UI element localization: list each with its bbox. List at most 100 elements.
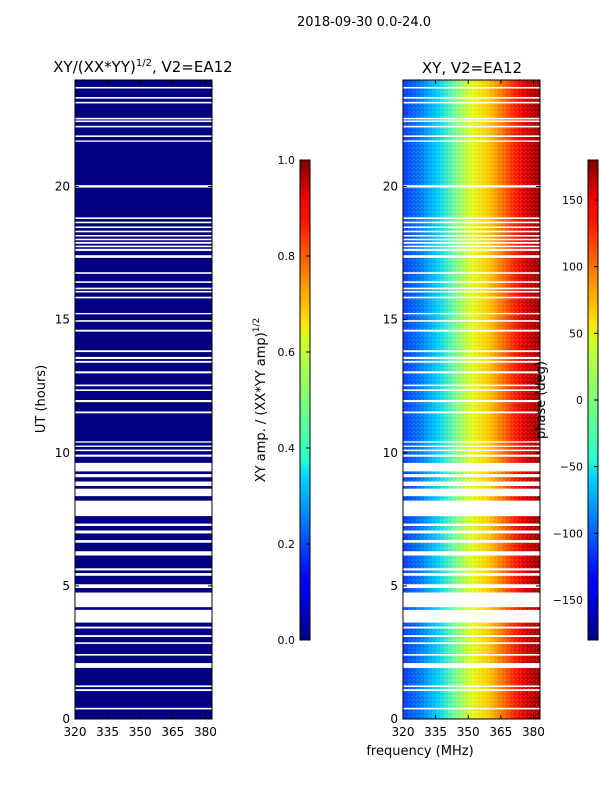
phase-colorbar-tick-label: 100 bbox=[562, 261, 583, 274]
phase-x-tick-label: 320 bbox=[392, 725, 415, 739]
phase-flagged-row bbox=[403, 500, 540, 517]
amp-y-tick-label: 0 bbox=[62, 712, 70, 726]
phase-flagged-row bbox=[403, 241, 540, 244]
amp-flagged-row bbox=[75, 707, 212, 710]
amp-colorbar-label: XY amp. / (XX*YY amp)1/2 bbox=[252, 318, 269, 482]
phase-flagged-row bbox=[403, 248, 540, 251]
phase-flagged-row bbox=[403, 592, 540, 608]
amp-colorbar-ticks: 0.0 0.2 0.4 0.6 0.8 1.0 bbox=[278, 154, 310, 647]
phase-flagged-row bbox=[403, 120, 540, 123]
amp-y-axis-label: UT (hours) bbox=[34, 365, 49, 433]
phase-flagged-row bbox=[403, 445, 540, 447]
phase-y-axis: 0 5 10 15 20 bbox=[383, 180, 540, 726]
amp-flagged-row bbox=[75, 445, 212, 447]
phase-flagged-row bbox=[403, 287, 540, 290]
phase-flagged-row bbox=[403, 454, 540, 457]
phase-flagged-row bbox=[403, 296, 540, 299]
amp-flagged-row bbox=[75, 626, 212, 629]
phase-flagged-row bbox=[403, 707, 540, 710]
phase-y-tick-label: 5 bbox=[390, 579, 398, 593]
phase-flagged-row bbox=[403, 441, 540, 443]
amp-colorbar-tick-label: 0.0 bbox=[278, 634, 296, 647]
phase-y-tick-label: 20 bbox=[383, 180, 398, 194]
phase-flagged-row bbox=[403, 609, 540, 623]
amp-flagged-row bbox=[75, 350, 212, 353]
phase-flagged-row bbox=[403, 530, 540, 534]
amp-x-axis: 320 335 350 365 380 bbox=[64, 80, 217, 739]
phase-flagged-row bbox=[403, 226, 540, 229]
phase-heatmap-noise bbox=[403, 80, 540, 719]
phase-y-tick-label: 0 bbox=[390, 712, 398, 726]
amp-flagged-row bbox=[75, 241, 212, 244]
phase-flagged-row bbox=[403, 635, 540, 637]
phase-flagged-row bbox=[403, 185, 540, 188]
phase-flagged-row bbox=[403, 320, 540, 322]
amp-flagged-row bbox=[75, 135, 212, 137]
phase-flagged-row bbox=[403, 626, 540, 629]
amp-colorbar-tick-label: 0.8 bbox=[278, 250, 296, 263]
phase-flagged-row bbox=[403, 663, 540, 668]
phase-colorbar-tick-label: −150 bbox=[553, 594, 583, 607]
amp-flagged-row bbox=[75, 389, 212, 391]
phase-plot-frame bbox=[402, 79, 541, 720]
amp-colorbar-gradient bbox=[299, 159, 311, 641]
amp-flagged-row bbox=[75, 568, 212, 571]
amp-flagged-row bbox=[75, 592, 212, 608]
phase-flagged-row bbox=[403, 523, 540, 526]
amp-heatmap-fill bbox=[75, 80, 212, 719]
phase-flagged-row bbox=[403, 568, 540, 571]
phase-colorbar-tick-label: 150 bbox=[562, 194, 583, 207]
amp-flagged-row bbox=[75, 685, 212, 688]
amp-flagged-row bbox=[75, 140, 212, 142]
amp-x-tick-label: 365 bbox=[161, 725, 184, 739]
amp-flagged-row bbox=[75, 573, 212, 576]
phase-flagged-row bbox=[403, 389, 540, 391]
amp-y-tick-label: 20 bbox=[55, 180, 70, 194]
amp-flagged-row bbox=[75, 255, 212, 258]
amp-colorbar-tick-label: 0.6 bbox=[278, 346, 296, 359]
amp-colorbar-tick-label: 0.2 bbox=[278, 538, 296, 551]
phase-x-tick-label: 335 bbox=[424, 725, 447, 739]
phase-flagged-row bbox=[403, 281, 540, 283]
amp-flagged-row bbox=[75, 356, 212, 360]
phase-flagged-row bbox=[403, 411, 540, 414]
amp-flagged-row bbox=[75, 120, 212, 123]
amp-flagged-row bbox=[75, 449, 212, 452]
amp-flagged-row bbox=[75, 689, 212, 692]
phase-flagged-row bbox=[403, 290, 540, 293]
phase-flagged-row bbox=[403, 117, 540, 120]
phase-flagged-row bbox=[403, 101, 540, 104]
phase-flagged-row bbox=[403, 540, 540, 543]
amp-x-tick-label: 320 bbox=[64, 725, 87, 739]
phase-flagged-row bbox=[403, 125, 540, 128]
phase-flagged-row bbox=[403, 329, 540, 332]
phase-x-tick-label: 365 bbox=[489, 725, 512, 739]
amp-flagged-row bbox=[75, 609, 212, 623]
amp-flagged-row bbox=[75, 462, 212, 472]
amp-flagged-row bbox=[75, 663, 212, 668]
amp-flagged-row bbox=[75, 400, 212, 403]
phase-flagged-row bbox=[403, 86, 540, 89]
amp-plot-frame bbox=[74, 79, 213, 720]
amp-flagged-row bbox=[75, 474, 212, 478]
phase-flagged-row bbox=[403, 474, 540, 478]
amp-flagged-row bbox=[75, 654, 212, 656]
amp-flagged-row bbox=[75, 481, 212, 487]
amp-flagged-row bbox=[75, 101, 212, 104]
amp-flagged-row bbox=[75, 238, 212, 241]
phase-flagged-row bbox=[403, 238, 540, 241]
phase-flagged-row bbox=[403, 573, 540, 576]
phase-panel: XY, V2=EA12 320 335 350 365 380 0 5 10 15 20 bbox=[383, 59, 545, 739]
amp-flagged-row bbox=[75, 384, 212, 387]
phase-y-tick-label: 15 bbox=[383, 313, 398, 327]
phase-flagged-row bbox=[403, 384, 540, 387]
phase-y-tick-label: 10 bbox=[383, 446, 398, 460]
amp-flagged-row bbox=[75, 320, 212, 322]
amp-flagged-row bbox=[75, 117, 212, 120]
phase-flagged-row bbox=[403, 140, 540, 142]
amp-y-axis: 0 5 10 15 20 bbox=[55, 180, 212, 726]
amp-colorbar: 0.0 0.2 0.4 0.6 0.8 1.0 XY amp. / (XX*YY amp)… bbox=[252, 154, 311, 647]
amp-flagged-row bbox=[75, 360, 212, 363]
phase-flagged-row bbox=[403, 400, 540, 403]
